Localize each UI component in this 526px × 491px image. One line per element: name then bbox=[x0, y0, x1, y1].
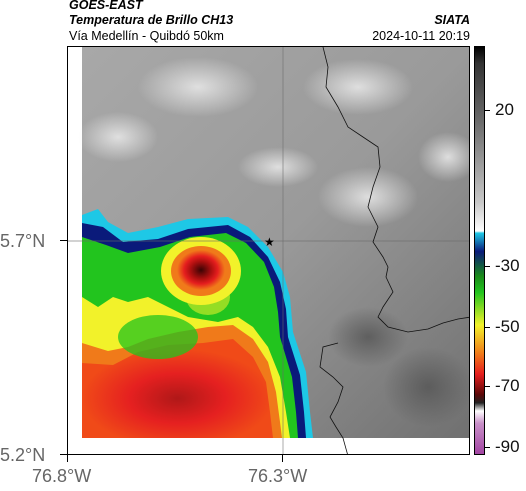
colorbar bbox=[474, 46, 485, 455]
star-marker: ★ bbox=[264, 235, 275, 249]
region-label: Vía Medellín - Quibdó 50km bbox=[69, 29, 224, 43]
colorbar-tick-label: 20 bbox=[495, 100, 514, 119]
colorbar-tick-label: -70 bbox=[495, 376, 520, 395]
timestamp: 2024-10-11 20:19 bbox=[372, 29, 470, 43]
map-canvas: ★ bbox=[68, 47, 469, 454]
map-panel[interactable]: ★ bbox=[67, 46, 470, 455]
satellite-source: GOES-EAST bbox=[69, 0, 143, 12]
lat-tick-label: 5.7°N bbox=[0, 231, 46, 251]
colorbar-tick-label: -90 bbox=[495, 437, 520, 456]
colorbar-tick-label: -50 bbox=[495, 317, 520, 336]
colorbar-tick-label: -30 bbox=[495, 256, 520, 275]
product-title: Temperatura de Brillo CH13 bbox=[69, 13, 234, 27]
organization-label: SIATA bbox=[434, 13, 470, 27]
lon-tick-label: 76.8°W bbox=[32, 466, 92, 486]
lat-tick-label: 5.2°N bbox=[0, 445, 46, 465]
lon-tick-label: 76.3°W bbox=[248, 466, 308, 486]
